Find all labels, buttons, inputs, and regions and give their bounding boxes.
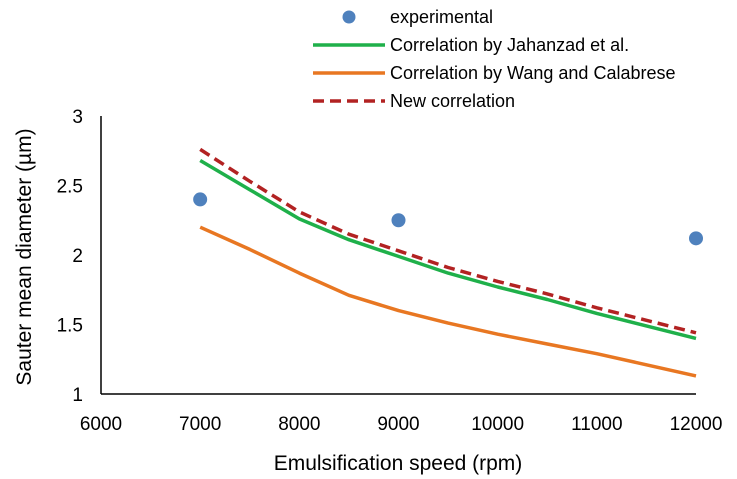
x-axis-title: Emulsification speed (rpm) <box>274 452 523 475</box>
legend-label-experimental: experimental <box>390 7 493 27</box>
x-tick-label: 6000 <box>80 414 122 435</box>
series-line-correlation-by-jahanzad-et-al <box>199 158 697 341</box>
y-tick-label: 1.5 <box>57 316 83 337</box>
data-point-experimental <box>391 213 406 228</box>
legend-label-correlation-by-jahanzad-et-al: Correlation by Jahanzad et al. <box>390 35 629 55</box>
x-tick-label: 7000 <box>179 414 221 435</box>
y-tick-label: 2.5 <box>57 177 83 198</box>
legend-label-correlation-by-wang-and-calabrese: Correlation by Wang and Calabrese <box>390 63 676 83</box>
x-tick-labels: 6000 7000 8000 9000 10000 11000 12000 <box>80 414 723 435</box>
series-line-correlation-by-wang-and-calabrese <box>199 225 697 378</box>
x-tick-label: 10000 <box>471 414 524 435</box>
series-line-new-correlation <box>199 147 697 335</box>
x-tick-label: 8000 <box>278 414 320 435</box>
x-tick-label: 11000 <box>571 414 622 435</box>
y-axis-title: Sauter mean diameter (µm) <box>13 128 36 385</box>
y-tick-label: 1 <box>72 385 83 406</box>
axes <box>100 116 696 395</box>
y-tick-label: 3 <box>72 107 83 128</box>
legend: experimental Correlation by Jahanzad et a… <box>313 7 676 111</box>
data-point-experimental <box>193 192 208 207</box>
plot-area <box>193 147 703 378</box>
y-tick-label: 2 <box>72 246 83 267</box>
x-tick-label: 9000 <box>377 414 419 435</box>
data-point-experimental <box>689 231 703 246</box>
x-tick-label: 12000 <box>670 414 723 435</box>
y-tick-labels: 1 1.5 2 2.5 3 <box>57 107 83 406</box>
legend-label-new-correlation: New correlation <box>390 91 515 111</box>
legend-marker-experimental <box>342 10 356 24</box>
